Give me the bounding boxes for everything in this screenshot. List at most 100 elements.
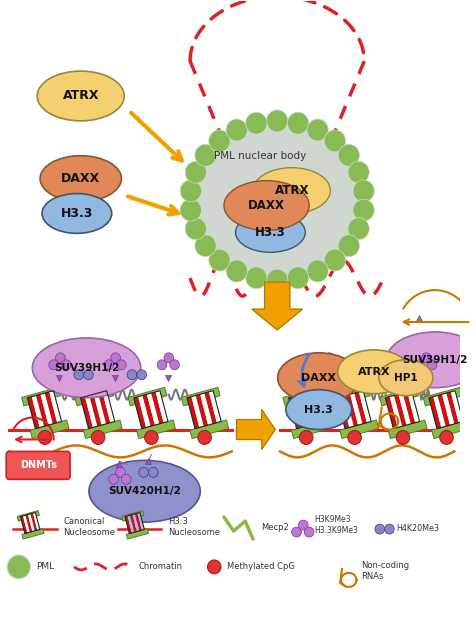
Polygon shape xyxy=(155,391,168,423)
Circle shape xyxy=(375,524,384,534)
Polygon shape xyxy=(127,529,148,539)
Circle shape xyxy=(109,474,118,484)
Polygon shape xyxy=(191,396,204,427)
Text: H3.3: H3.3 xyxy=(304,404,333,415)
Polygon shape xyxy=(132,514,139,532)
Text: DAXX: DAXX xyxy=(248,199,285,212)
Circle shape xyxy=(348,431,361,445)
Circle shape xyxy=(111,353,120,363)
Polygon shape xyxy=(340,420,379,439)
Polygon shape xyxy=(30,513,37,531)
Circle shape xyxy=(62,360,71,370)
Circle shape xyxy=(299,520,308,530)
Circle shape xyxy=(226,119,247,141)
Text: SUV39H1/2: SUV39H1/2 xyxy=(402,355,468,365)
Circle shape xyxy=(353,180,374,202)
Polygon shape xyxy=(122,511,144,521)
Polygon shape xyxy=(147,393,159,425)
Circle shape xyxy=(353,199,374,221)
Circle shape xyxy=(300,431,313,445)
Polygon shape xyxy=(385,397,398,429)
Ellipse shape xyxy=(286,390,352,429)
Circle shape xyxy=(366,360,376,370)
Polygon shape xyxy=(451,391,463,423)
Circle shape xyxy=(440,431,453,445)
Text: PML: PML xyxy=(36,562,55,571)
Text: H3.3: H3.3 xyxy=(255,226,286,239)
Polygon shape xyxy=(310,391,323,423)
Text: H3K9Me3
H3.3K9Me3: H3K9Me3 H3.3K9Me3 xyxy=(314,515,358,535)
Circle shape xyxy=(185,218,206,240)
Ellipse shape xyxy=(379,360,433,396)
Circle shape xyxy=(292,527,301,537)
Circle shape xyxy=(121,474,131,484)
Circle shape xyxy=(427,360,437,370)
Polygon shape xyxy=(399,393,411,425)
Circle shape xyxy=(384,524,394,534)
Polygon shape xyxy=(331,387,370,406)
Ellipse shape xyxy=(253,168,330,214)
Polygon shape xyxy=(130,515,137,532)
Circle shape xyxy=(338,144,359,166)
Text: Non-coding
RNAs: Non-coding RNAs xyxy=(361,561,410,581)
Circle shape xyxy=(180,180,201,202)
Polygon shape xyxy=(403,392,415,424)
Polygon shape xyxy=(204,392,217,424)
Circle shape xyxy=(116,467,125,477)
Circle shape xyxy=(137,370,146,380)
Polygon shape xyxy=(390,396,402,427)
Polygon shape xyxy=(134,397,146,429)
Polygon shape xyxy=(49,391,62,423)
Polygon shape xyxy=(28,514,35,532)
Ellipse shape xyxy=(89,460,200,522)
Text: H3.3: H3.3 xyxy=(61,207,93,220)
Polygon shape xyxy=(94,393,106,425)
Circle shape xyxy=(185,162,206,183)
Circle shape xyxy=(266,269,288,291)
Circle shape xyxy=(198,431,211,445)
Polygon shape xyxy=(27,397,40,429)
Polygon shape xyxy=(22,387,61,406)
Ellipse shape xyxy=(224,181,309,230)
Circle shape xyxy=(157,360,167,370)
Circle shape xyxy=(325,353,334,363)
Circle shape xyxy=(170,360,180,370)
Polygon shape xyxy=(187,397,200,429)
Text: SUV39H1/2: SUV39H1/2 xyxy=(54,363,119,373)
Polygon shape xyxy=(292,420,330,439)
Polygon shape xyxy=(128,515,134,533)
Text: Methylated CpG: Methylated CpG xyxy=(227,562,295,571)
Circle shape xyxy=(208,560,221,574)
Polygon shape xyxy=(429,397,441,429)
Polygon shape xyxy=(388,420,427,439)
Polygon shape xyxy=(289,397,301,429)
Polygon shape xyxy=(432,420,471,439)
Circle shape xyxy=(145,431,158,445)
Circle shape xyxy=(348,218,369,240)
Polygon shape xyxy=(433,396,446,427)
Polygon shape xyxy=(135,513,142,531)
Polygon shape xyxy=(102,391,115,423)
Circle shape xyxy=(117,360,126,370)
Ellipse shape xyxy=(192,123,362,278)
FancyBboxPatch shape xyxy=(6,452,70,480)
Circle shape xyxy=(324,130,346,152)
Text: SUV420H1/2: SUV420H1/2 xyxy=(108,487,181,496)
Polygon shape xyxy=(32,396,44,427)
Polygon shape xyxy=(181,387,220,406)
Polygon shape xyxy=(341,396,354,427)
Polygon shape xyxy=(337,397,349,429)
Circle shape xyxy=(246,267,267,289)
Polygon shape xyxy=(297,394,310,426)
Circle shape xyxy=(393,370,403,380)
Circle shape xyxy=(180,199,201,221)
Polygon shape xyxy=(36,394,48,426)
Ellipse shape xyxy=(386,332,474,388)
Circle shape xyxy=(338,235,359,257)
Circle shape xyxy=(148,467,158,477)
Ellipse shape xyxy=(32,338,141,398)
Polygon shape xyxy=(89,394,101,426)
Circle shape xyxy=(226,260,247,282)
Polygon shape xyxy=(22,529,44,539)
Text: H4K20Me3: H4K20Me3 xyxy=(396,523,439,532)
